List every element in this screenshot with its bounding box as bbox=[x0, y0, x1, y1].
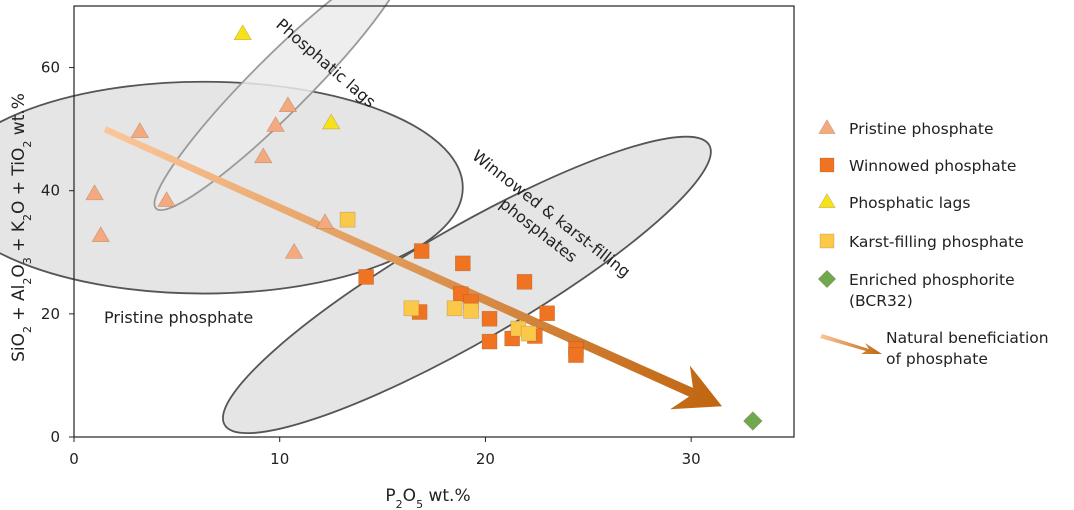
x-tick-label: 30 bbox=[682, 450, 701, 468]
y-axis-title: SiO2 + Al2O3 + K2O + TiO2 wt.% bbox=[9, 93, 34, 362]
x-tick-label: 20 bbox=[476, 450, 495, 468]
data-point bbox=[743, 411, 763, 431]
legend-marker bbox=[818, 119, 836, 134]
legend-label: Natural beneficiation of phosphate bbox=[886, 329, 1049, 368]
y-tick-label: 20 bbox=[41, 305, 60, 323]
data-point bbox=[516, 274, 533, 290]
data-point bbox=[266, 116, 285, 132]
data-point bbox=[568, 347, 584, 363]
legend-marker bbox=[819, 157, 835, 173]
lags-field bbox=[153, 0, 406, 211]
legend-label: Karst-filling phosphate bbox=[849, 233, 1024, 251]
fields-layer bbox=[0, 0, 712, 435]
x-tick-label: 0 bbox=[69, 450, 79, 468]
legend-item: Phosphatic lags bbox=[818, 193, 970, 212]
y-tick-label: 0 bbox=[50, 428, 60, 446]
series-phosphatic-lags bbox=[233, 24, 341, 130]
legend-item: Karst-filling phosphate bbox=[819, 233, 1024, 251]
legend-label: Phosphatic lags bbox=[849, 194, 970, 212]
data-point bbox=[446, 300, 463, 317]
y-tick-label: 40 bbox=[41, 182, 60, 200]
data-point bbox=[284, 242, 304, 259]
data-point bbox=[254, 147, 273, 164]
data-point bbox=[403, 300, 420, 317]
data-point bbox=[233, 24, 252, 40]
legend-item: Enriched phosphorite (BCR32) bbox=[817, 269, 1015, 310]
data-point bbox=[278, 96, 298, 113]
data-point bbox=[358, 269, 374, 285]
series-pristine-phosphate bbox=[85, 96, 335, 259]
data-point bbox=[130, 122, 150, 138]
legend-arrow-icon bbox=[820, 334, 882, 354]
series-karst-filling-phosphate bbox=[339, 211, 537, 342]
pristine-field-label: Pristine phosphate bbox=[104, 308, 253, 327]
data-point bbox=[454, 255, 471, 272]
legend-item: Pristine phosphate bbox=[818, 119, 994, 138]
data-point bbox=[520, 325, 537, 342]
data-point bbox=[315, 213, 335, 230]
legend-label: Enriched phosphorite (BCR32) bbox=[849, 271, 1015, 310]
data-point bbox=[413, 243, 430, 259]
axes-layer: 0 10 20 30 0 20 40 60 P2O5 wt.% SiO2 + Al2O3 + K2… bbox=[9, 5, 795, 510]
legend: Pristine phosphate Winnowed phosphate Phos… bbox=[817, 119, 1049, 368]
winnowed-field bbox=[222, 135, 712, 435]
legend-label: Pristine phosphate bbox=[849, 120, 994, 138]
data-point bbox=[539, 305, 555, 322]
trend-layer bbox=[103, 126, 722, 410]
legend-marker bbox=[819, 233, 835, 249]
y-tick-label: 60 bbox=[41, 59, 60, 77]
series-enriched-phosphorite-bcr32 bbox=[743, 411, 763, 431]
data-point bbox=[91, 226, 110, 242]
plot-frame bbox=[73, 5, 795, 438]
data-point bbox=[321, 113, 341, 130]
x-axis-title: P2O5 wt.% bbox=[385, 486, 470, 510]
data-point bbox=[481, 333, 498, 350]
x-tick-label: 10 bbox=[270, 450, 289, 468]
data-point bbox=[339, 211, 356, 228]
legend-item: Natural beneficiation of phosphate bbox=[820, 329, 1049, 368]
data-point bbox=[481, 310, 498, 327]
data-point bbox=[157, 191, 176, 207]
legend-label: Winnowed phosphate bbox=[849, 157, 1016, 175]
data-point bbox=[463, 302, 479, 319]
legend-marker bbox=[817, 269, 837, 289]
data-point bbox=[85, 184, 104, 201]
legend-marker bbox=[818, 193, 836, 208]
legend-item: Winnowed phosphate bbox=[819, 157, 1016, 175]
points-layer bbox=[85, 24, 763, 431]
beneficiation-trend-arrow bbox=[103, 126, 722, 410]
